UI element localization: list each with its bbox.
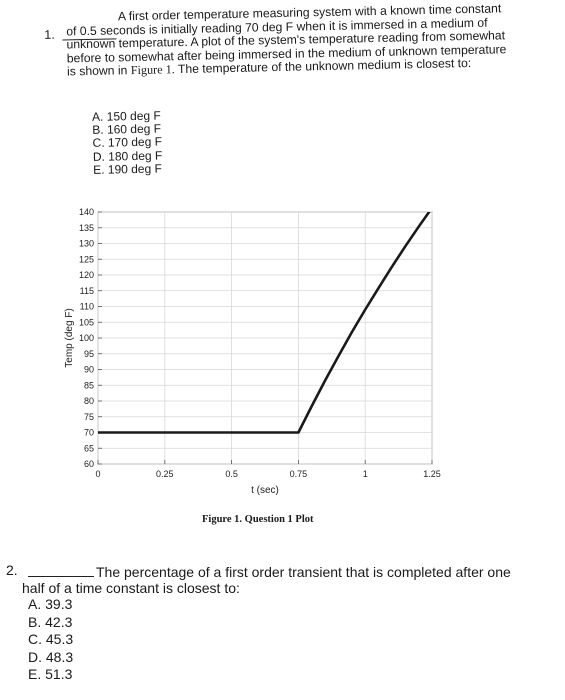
temperature-series-line xyxy=(98,212,431,434)
question-2-choices: A. 39.3 B. 42.3 C. 45.3 D. 48.3 E. 51.3 xyxy=(28,596,73,684)
y-tick-label: 65 xyxy=(84,443,94,453)
y-tick-label: 95 xyxy=(84,349,94,359)
question-2-choice: E. 51.3 xyxy=(28,666,73,683)
y-tick-label: 130 xyxy=(79,239,94,249)
y-tick-label: 135 xyxy=(79,223,94,233)
x-tick-label: 0.25 xyxy=(156,469,174,479)
question-1-figure-ref: Figure 1. xyxy=(130,62,175,78)
x-axis-label: t (sec) xyxy=(251,485,279,496)
x-tick-label: 1 xyxy=(363,469,368,479)
y-tick-label: 115 xyxy=(80,286,94,296)
question-1-choices: A. 150 deg F B. 160 deg F C. 170 deg F D… xyxy=(92,108,163,177)
y-tick-label: 85 xyxy=(84,380,94,390)
x-tick-label: 0.75 xyxy=(290,469,308,479)
y-tick-label: 100 xyxy=(79,333,94,343)
question-2-number: 2. xyxy=(6,562,18,578)
question-1-choice: E. 190 deg F xyxy=(93,161,162,177)
question-2-choice: A. 39.3 xyxy=(28,596,73,612)
y-tick-label: 90 xyxy=(84,365,94,375)
y-tick-label: 80 xyxy=(84,396,94,406)
y-tick-label: 70 xyxy=(84,428,94,438)
question-1-number: 1. xyxy=(44,27,55,42)
x-tick-label: 0 xyxy=(95,469,100,479)
y-tick-label: 60 xyxy=(84,459,94,469)
y-tick-label: 75 xyxy=(84,412,94,422)
figure-1-chart: 60 65 70 75 80 85 90 95 100 105 110 115 120 125 130 135… xyxy=(64,207,441,496)
question-2-text-line-1: The percentage of a first order transien… xyxy=(96,564,511,580)
question-2-choice: C. 45.3 xyxy=(28,631,74,648)
question-2-answer-blank xyxy=(28,576,94,577)
x-tick-label: 0.5 xyxy=(225,469,238,479)
y-tick-label: 140 xyxy=(79,207,94,217)
question-2-choice: B. 42.3 xyxy=(28,613,73,630)
y-tick-label: 120 xyxy=(79,270,94,280)
question-2-text-line-2: half of a time constant is closest to: xyxy=(22,580,240,596)
question-1-text: A first order temperature measuring syst… xyxy=(66,1,507,79)
question-2-choice: D. 48.3 xyxy=(28,648,74,665)
y-tick-label: 110 xyxy=(80,302,94,312)
y-tick-label: 105 xyxy=(79,317,94,327)
x-tick-label: 1.25 xyxy=(423,469,441,479)
figure-caption: Figure 1. Question 1 Plot xyxy=(202,514,314,525)
y-tick-label: 125 xyxy=(79,254,94,264)
y-axis-label: Temp (deg F) xyxy=(64,308,75,367)
question-1: 1. A first order temperature measuring s… xyxy=(0,0,565,201)
